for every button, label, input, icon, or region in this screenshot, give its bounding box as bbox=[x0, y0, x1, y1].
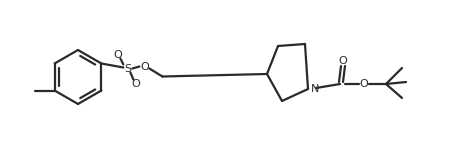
Text: N: N bbox=[311, 84, 320, 94]
Text: O: O bbox=[140, 61, 149, 71]
Text: O: O bbox=[113, 49, 122, 59]
Text: O: O bbox=[360, 79, 368, 89]
Text: S: S bbox=[124, 63, 131, 73]
Text: O: O bbox=[338, 56, 347, 66]
Text: O: O bbox=[131, 79, 140, 89]
